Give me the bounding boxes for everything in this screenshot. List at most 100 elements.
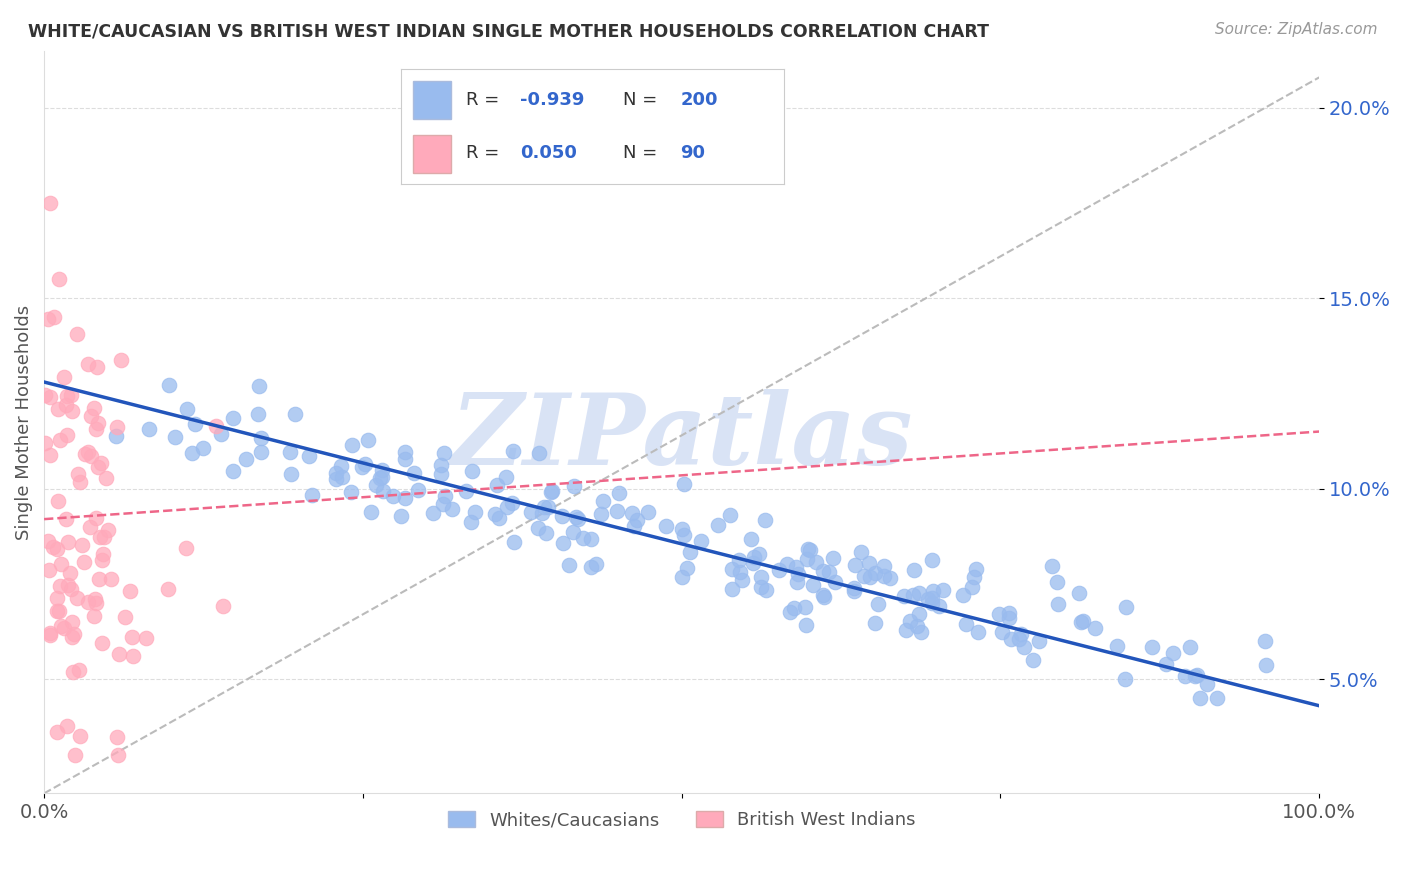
- Point: [903, 588, 925, 602]
- Point: [249, 431, 271, 445]
- Point: [422, 507, 444, 521]
- Point: [893, 589, 915, 603]
- Point: [122, 648, 145, 663]
- Point: [607, 486, 630, 500]
- Point: [49, 619, 72, 633]
- Point: [39, 626, 62, 640]
- Point: [184, 417, 207, 431]
- Point: [502, 443, 524, 458]
- Point: [356, 433, 378, 447]
- Point: [45, 542, 67, 557]
- Point: [921, 591, 943, 606]
- Point: [77, 357, 100, 371]
- Point: [432, 497, 454, 511]
- Point: [94, 471, 117, 485]
- Point: [222, 464, 245, 478]
- Point: [721, 582, 744, 596]
- Point: [1012, 640, 1035, 654]
- Point: [1254, 634, 1277, 648]
- Point: [325, 472, 347, 486]
- Point: [73, 447, 96, 461]
- Point: [382, 489, 405, 503]
- Point: [558, 558, 581, 573]
- Point: [83, 401, 105, 416]
- Point: [742, 550, 765, 565]
- Point: [432, 445, 454, 459]
- Point: [97, 523, 120, 537]
- Y-axis label: Single Mother Households: Single Mother Households: [15, 304, 32, 540]
- Point: [896, 623, 918, 637]
- Point: [1115, 599, 1137, 614]
- Point: [540, 484, 562, 499]
- Point: [430, 458, 453, 472]
- Point: [1070, 615, 1092, 629]
- Point: [66, 591, 89, 605]
- Point: [156, 582, 179, 596]
- Point: [371, 483, 394, 498]
- Point: [58, 534, 80, 549]
- Point: [1154, 657, 1177, 672]
- Point: [100, 572, 122, 586]
- Point: [844, 583, 866, 598]
- Point: [728, 565, 751, 579]
- Point: [39, 390, 62, 404]
- Point: [910, 625, 932, 640]
- Point: [108, 648, 131, 662]
- Point: [59, 566, 82, 580]
- Point: [354, 457, 377, 471]
- Point: [1256, 658, 1278, 673]
- Point: [60, 630, 83, 644]
- Point: [898, 615, 921, 629]
- Point: [804, 555, 827, 569]
- Point: [107, 748, 129, 763]
- Point: [672, 477, 695, 491]
- Point: [350, 460, 373, 475]
- Point: [1189, 691, 1212, 706]
- Point: [562, 524, 585, 539]
- Point: [621, 506, 644, 520]
- Legend: Whites/Caucasians, British West Indians: Whites/Caucasians, British West Indians: [440, 804, 922, 837]
- Point: [86, 359, 108, 374]
- Point: [1046, 575, 1069, 590]
- Point: [818, 565, 841, 579]
- Point: [247, 408, 270, 422]
- Point: [551, 535, 574, 549]
- Point: [34, 435, 56, 450]
- Point: [706, 518, 728, 533]
- Point: [1073, 614, 1095, 628]
- Point: [86, 511, 108, 525]
- Point: [754, 513, 776, 527]
- Point: [955, 616, 977, 631]
- Point: [626, 513, 648, 527]
- Point: [1067, 585, 1090, 599]
- Point: [785, 560, 807, 574]
- Point: [796, 552, 818, 566]
- Point: [62, 665, 84, 679]
- Point: [105, 731, 128, 745]
- Point: [37, 311, 59, 326]
- Point: [34, 388, 56, 402]
- Point: [37, 533, 59, 548]
- Point: [461, 464, 484, 478]
- Point: [460, 515, 482, 529]
- Point: [801, 578, 824, 592]
- Point: [673, 528, 696, 542]
- Point: [80, 409, 103, 423]
- Point: [768, 563, 790, 577]
- Point: [368, 470, 391, 484]
- Point: [39, 449, 62, 463]
- Point: [679, 545, 702, 559]
- Point: [89, 530, 111, 544]
- Point: [48, 604, 70, 618]
- Point: [844, 558, 866, 572]
- Point: [748, 547, 770, 561]
- Point: [55, 512, 77, 526]
- Point: [60, 582, 83, 597]
- Point: [212, 599, 235, 613]
- Point: [250, 445, 273, 459]
- Point: [571, 531, 593, 545]
- Point: [813, 590, 835, 604]
- Point: [567, 512, 589, 526]
- Point: [51, 558, 73, 572]
- Point: [873, 569, 896, 583]
